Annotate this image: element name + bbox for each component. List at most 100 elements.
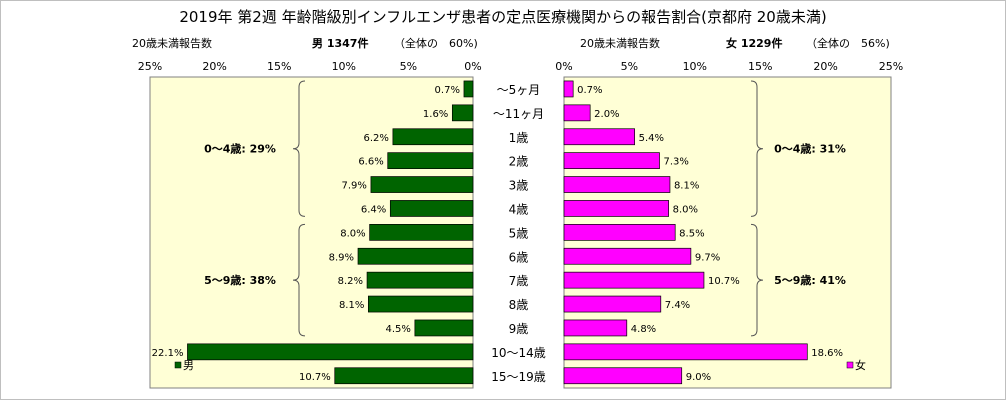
male-bar [367,295,474,313]
female-bar [563,271,705,289]
male-bar [334,367,474,385]
female-bar [563,247,692,265]
female-group-label: 0～4歳: 31% [774,142,846,156]
male-data-label: 8.2% [338,276,363,287]
category-label: 5歳 [509,226,529,240]
female-axis-ticks: 0% 5% 10% 15% 20% 25% [555,60,903,73]
female-data-label: 10.7% [708,276,740,287]
category-label: 15～19歳 [491,370,546,384]
male-data-label: 10.7% [299,372,331,383]
male-bar [392,128,474,146]
male-tick-label: 5% [400,60,417,73]
female-bar [563,80,574,98]
male-group-label: 0～4歳: 29% [204,142,276,156]
female-data-label: 4.8% [631,324,656,335]
male-data-label: 6.4% [361,204,386,215]
male-bar [187,343,474,361]
female-header-left: 20歳未満報告数 [580,37,660,50]
male-bar [451,104,474,122]
female-data-label: 7.3% [663,157,688,168]
female-data-label: 0.7% [577,85,602,96]
category-label: 8歳 [509,298,529,312]
male-header-left: 20歳未満報告数 [132,37,212,50]
female-bar [563,295,662,313]
female-tick-label: 5% [621,60,638,73]
male-data-label: 6.6% [358,157,383,168]
female-group-bracket [750,80,764,217]
female-legend-swatch [846,361,854,369]
female-bar [563,224,676,241]
female-data-label: 9.7% [695,252,720,263]
male-header-share: （全体の 60%) [394,36,478,50]
female-data-label: 8.5% [679,228,704,239]
male-bar [369,224,474,241]
female-bar [563,343,808,361]
female-group-label: 5～9歳: 41% [774,273,846,287]
female-data-label: 18.6% [811,348,843,359]
female-tick-label: 15% [748,60,772,73]
male-bar [370,176,474,193]
male-data-labels: 0.7% 1.6% 6.2% 6.6% 7.9% 6.4% 8.0% 8.9% 8.2% 8.1%… [152,85,460,383]
male-axis-ticks: 25% 20% 15% 10% 5% 0% [138,60,482,73]
female-data-label: 2.0% [594,109,619,120]
category-label: ～11ヶ月 [493,107,544,121]
male-header-count: 男 1347件 [312,36,368,50]
male-tick-label: 25% [138,60,162,73]
male-data-label: 8.9% [329,252,354,263]
male-tick-label: 20% [202,60,226,73]
male-bar [414,319,474,337]
male-data-label: 8.1% [339,300,364,311]
male-tick-label: 10% [332,60,356,73]
female-bar [563,128,635,146]
male-bars [187,80,474,385]
male-data-label: 0.7% [435,85,460,96]
category-label: 9歳 [509,322,529,336]
female-data-label: 7.4% [665,300,690,311]
male-tick-label: 15% [267,60,291,73]
female-legend-label: 女 [855,358,866,372]
male-data-label: 7.9% [342,181,367,192]
male-bar [357,247,474,265]
male-legend-swatch [174,361,182,369]
category-label: 2歳 [509,155,529,169]
female-data-labels: 0.7% 2.0% 5.4% 7.3% 8.1% 8.0% 8.5% 9.7% 10.7% 7.4… [577,85,843,383]
female-tick-label: 25% [879,60,903,73]
category-label: 3歳 [509,179,529,193]
male-data-label: 6.2% [363,133,388,144]
female-bar [563,176,671,193]
female-header-count: 女 1229件 [726,36,782,50]
category-label: 4歳 [509,202,529,216]
male-group-label: 5～9歳: 38% [204,273,276,287]
male-data-label: 4.5% [385,324,410,335]
female-bar [563,319,628,337]
male-legend-label: 男 [183,359,194,372]
female-tick-label: 10% [683,60,707,73]
male-group-bracket [292,223,306,337]
male-data-label: 1.6% [423,109,448,120]
male-bar [366,271,474,289]
category-label: 6歳 [509,250,529,264]
category-labels: ～5ヶ月 ～11ヶ月 1歳 2歳 3歳 4歳 5歳 6歳 7歳 8歳 9歳 10～14歳 15～19歳 [491,83,546,384]
female-tick-label: 20% [813,60,837,73]
female-group-bracket [750,223,764,337]
female-data-label: 5.4% [639,133,664,144]
female-tick-label: 0% [555,60,572,73]
male-tick-label: 0% [464,60,481,73]
female-data-label: 8.0% [673,204,698,215]
male-group-bracket [292,80,306,217]
female-header-share: （全体の 56%) [806,36,890,50]
category-label: 10～14歳 [491,346,546,360]
category-label: ～5ヶ月 [497,83,541,97]
male-data-label: 22.1% [152,348,184,359]
age-group-brackets: 0～4歳: 29% 5～9歳: 38% 0～4歳: 31% 5～9歳: 41% [204,80,846,337]
female-data-label: 8.1% [674,181,699,192]
female-bar [563,152,660,169]
male-data-label: 8.0% [340,228,365,239]
male-bar [387,152,474,169]
female-bars [563,80,808,385]
male-bar [389,200,474,217]
female-data-label: 9.0% [686,372,711,383]
chart-title: 2019年 第2週 年齢階級別インフルエンザ患者の定点医療機関からの報告割合(京… [179,8,826,26]
male-bar [463,80,474,98]
